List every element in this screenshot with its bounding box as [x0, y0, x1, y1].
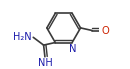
Text: H₂N: H₂N — [13, 32, 31, 42]
Text: O: O — [102, 26, 109, 36]
Text: NH: NH — [38, 58, 52, 68]
Text: N: N — [69, 44, 76, 54]
